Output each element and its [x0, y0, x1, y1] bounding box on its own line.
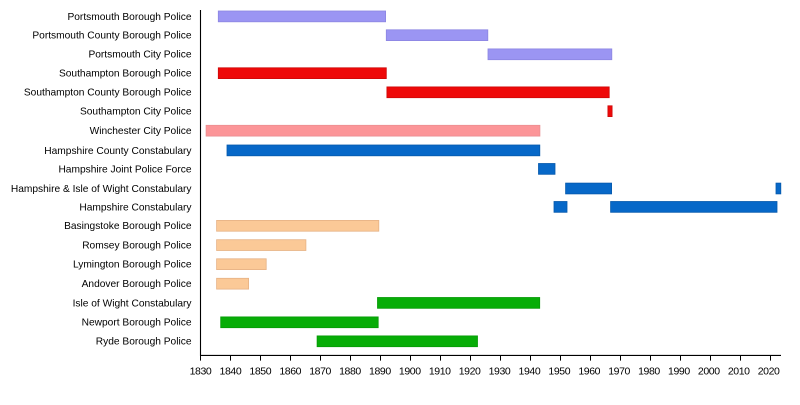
svg-text:1910: 1910: [429, 365, 451, 377]
svg-text:Southampton City Police: Southampton City Police: [80, 107, 192, 118]
svg-text:1900: 1900: [399, 365, 421, 377]
svg-text:Romsey Borough Police: Romsey Borough Police: [82, 241, 192, 252]
svg-text:1950: 1950: [548, 365, 570, 377]
svg-text:Southampton County Borough Pol: Southampton County Borough Police: [24, 88, 192, 99]
svg-text:1870: 1870: [309, 365, 331, 377]
svg-text:1840: 1840: [220, 365, 242, 377]
svg-text:Newport Borough Police: Newport Borough Police: [82, 318, 192, 329]
svg-text:Hampshire County Constabulary: Hampshire County Constabulary: [44, 146, 192, 157]
svg-text:Hampshire Constabulary: Hampshire Constabulary: [79, 202, 192, 213]
svg-text:1970: 1970: [608, 365, 630, 377]
svg-text:Portsmouth County Borough Poli: Portsmouth County Borough Police: [32, 31, 191, 42]
svg-text:Portsmouth Borough Police: Portsmouth Borough Police: [67, 12, 191, 23]
svg-text:2010: 2010: [728, 365, 750, 377]
svg-text:Isle of Wight Constabulary: Isle of Wight Constabulary: [73, 298, 193, 309]
svg-text:Hampshire & Isle of Wight Cons: Hampshire & Isle of Wight Constabulary: [11, 184, 193, 195]
svg-text:Lymington Borough Police: Lymington Borough Police: [73, 260, 192, 271]
svg-text:1890: 1890: [369, 365, 391, 377]
svg-text:Southampton Borough Police: Southampton Borough Police: [59, 69, 192, 80]
svg-text:2020: 2020: [758, 365, 780, 377]
svg-text:1920: 1920: [459, 365, 481, 377]
svg-text:1990: 1990: [668, 365, 690, 377]
svg-text:1860: 1860: [279, 365, 301, 377]
svg-text:1960: 1960: [578, 365, 600, 377]
svg-text:2000: 2000: [698, 365, 720, 377]
svg-text:1850: 1850: [249, 365, 271, 377]
svg-text:1940: 1940: [519, 365, 541, 377]
svg-text:Winchester City Police: Winchester City Police: [90, 126, 192, 137]
svg-text:1980: 1980: [638, 365, 660, 377]
svg-text:Andover Borough Police: Andover Borough Police: [82, 279, 192, 290]
svg-text:1830: 1830: [190, 365, 212, 377]
svg-text:Ryde Borough Police: Ryde Borough Police: [96, 337, 192, 348]
svg-text:Basingstoke Borough Police: Basingstoke Borough Police: [64, 221, 192, 232]
svg-text:1930: 1930: [489, 365, 511, 377]
svg-text:Hampshire Joint Police Force: Hampshire Joint Police Force: [58, 164, 191, 175]
svg-text:Portsmouth City Police: Portsmouth City Police: [88, 50, 191, 61]
svg-text:1880: 1880: [339, 365, 361, 377]
